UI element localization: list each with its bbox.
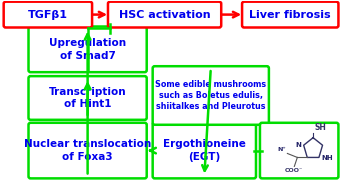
Text: HSC activation: HSC activation [119,10,210,20]
FancyBboxPatch shape [153,66,269,125]
Text: Some edible mushrooms
such as Boletus edulis,
shiitalkes and Pleurotus: Some edible mushrooms such as Boletus ed… [155,80,267,111]
Text: Upregulation
of Smad7: Upregulation of Smad7 [49,38,126,60]
Text: N: N [296,142,301,148]
Text: Ergothioneine
(EGT): Ergothioneine (EGT) [163,139,246,162]
FancyBboxPatch shape [153,123,256,178]
FancyBboxPatch shape [28,123,147,178]
FancyBboxPatch shape [4,2,92,27]
FancyBboxPatch shape [242,2,339,27]
Text: TGFβ1: TGFβ1 [28,10,68,20]
Text: SH: SH [314,123,326,132]
FancyBboxPatch shape [260,123,339,178]
Text: N⁺: N⁺ [278,147,286,153]
Text: Liver fibrosis: Liver fibrosis [249,10,331,20]
Text: COO⁻: COO⁻ [285,168,304,173]
FancyBboxPatch shape [108,2,221,27]
FancyBboxPatch shape [28,26,147,72]
FancyBboxPatch shape [28,76,147,120]
Text: Nuclear translocation
of Foxa3: Nuclear translocation of Foxa3 [24,139,151,162]
Text: Transcription
of Hint1: Transcription of Hint1 [49,87,127,109]
Text: NH: NH [321,155,333,161]
